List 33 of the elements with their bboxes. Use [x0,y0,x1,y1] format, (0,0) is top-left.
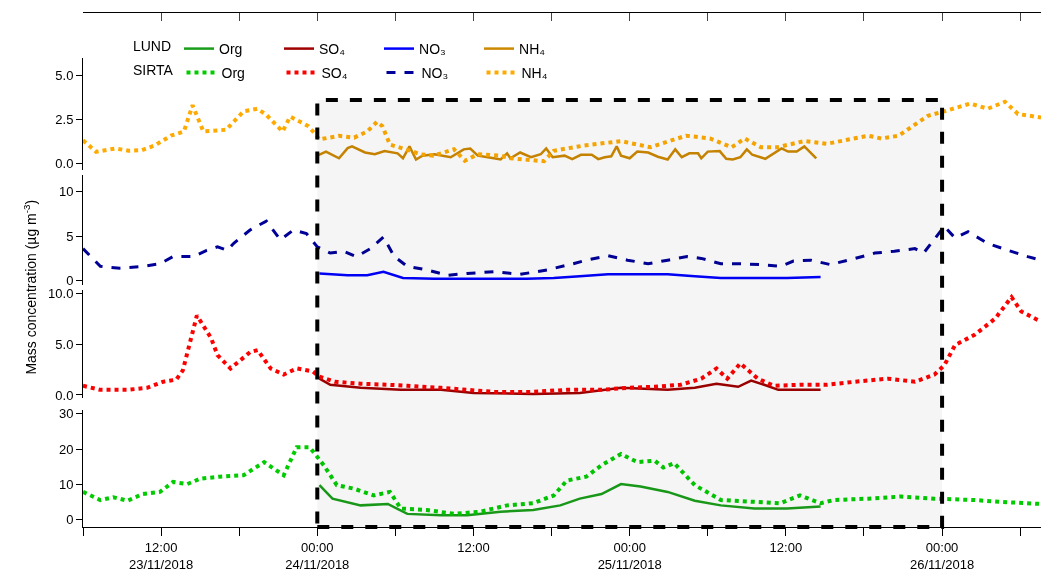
line-series [318,482,822,517]
y-tick-label: 10 [58,184,74,200]
line-series [318,270,822,281]
x-tick-label: 12:00 [457,539,490,555]
legend-label: NO₃ [421,65,449,82]
line-series [83,295,1041,394]
legend-label: NH₄ [519,41,546,58]
annotation: SIRTA [132,62,174,79]
legend-label: NO₃ [419,41,446,58]
y-tick-label: 30 [58,406,74,422]
y-tick-label: 10 [58,477,74,492]
x-tick-label: 12:00 23/11/2018 [129,539,194,572]
y-tick-label: 0 [66,512,74,528]
line-series [83,99,1041,164]
y-tick-label: 5 [66,228,74,244]
legend-label: NH₄ [521,65,548,82]
y-tick-label: 20 [58,441,74,457]
x-tick-label: 00:00 24/11/2018 [285,539,350,572]
x-tick-label: 00:00 26/11/2018 [910,539,975,572]
y-tick-label: 0.0 [55,387,74,403]
legend-label: SO₄ [319,41,346,58]
legend-label: Org [219,41,243,58]
text: LUND [132,38,172,55]
y-tick-label: 0.0 [55,155,74,171]
x-tick-label: 12:00 [769,539,803,555]
y-tick-label: 5.0 [55,336,74,352]
y-tick-label: 2.5 [55,111,74,127]
line-series [83,445,1041,516]
legend-label: SO₄ [321,65,348,82]
y-tick-label: 5.0 [55,68,74,84]
legend-label: Org [221,65,245,82]
line-series [316,145,818,161]
x-tick-label: 00:00 25/11/2018 [597,539,662,572]
